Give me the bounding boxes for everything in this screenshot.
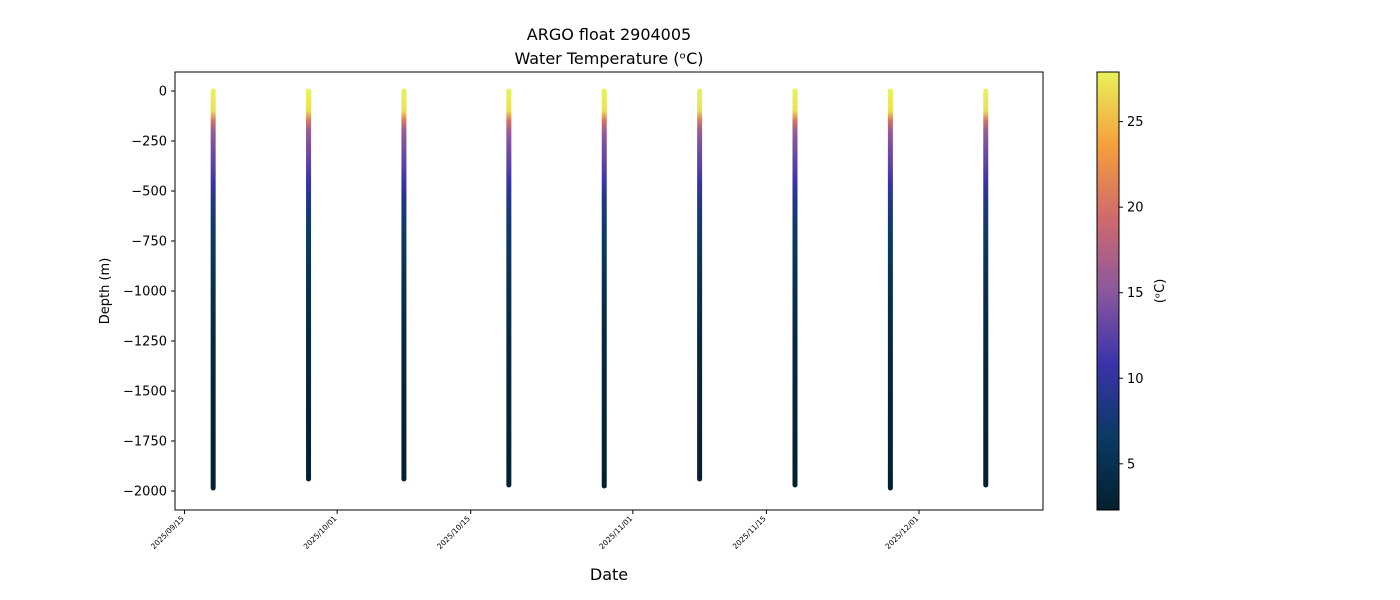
y-tick-label: −250 — [131, 135, 167, 150]
y-tick-label: −1250 — [123, 335, 167, 350]
x-axis-label: Date — [590, 565, 628, 584]
x-tick-label: 2025/11/15 — [731, 514, 768, 551]
x-tick-label: 2025/10/01 — [302, 514, 339, 551]
y-tick-label: −1750 — [123, 435, 167, 450]
colorbar-tick-label: 10 — [1127, 372, 1144, 387]
x-tick-label: 2025/09/15 — [149, 514, 186, 551]
colorbar-label: (ᵒC) — [1153, 279, 1168, 304]
x-tick-label: 2025/12/01 — [883, 514, 920, 551]
colorbar-tick-label: 20 — [1127, 201, 1144, 216]
colorbar-axis: 5 10 15 20 25 — [1119, 115, 1144, 472]
chart-subtitle: Water Temperature (ᵒC) — [514, 49, 703, 68]
x-tick-label: 2025/11/01 — [597, 514, 634, 551]
chart-title: ARGO float 2904005 — [527, 25, 691, 44]
y-axis: 0 −250 −500 −750 −1000 −1250 −1500 −1750 −2000 — [123, 85, 175, 500]
y-tick-label: −500 — [131, 185, 167, 200]
colorbar-tick-label: 25 — [1127, 115, 1144, 130]
y-tick-label: −1000 — [123, 285, 167, 300]
x-tick-label: 2025/10/15 — [435, 514, 472, 551]
y-tick-label: −750 — [131, 235, 167, 250]
colorbar-tick-label: 5 — [1127, 457, 1135, 472]
y-tick-label: −1500 — [123, 385, 167, 400]
x-axis: 2025/09/15 2025/10/01 2025/10/15 2025/11/01… — [149, 510, 921, 551]
plot-frame — [174, 71, 1044, 511]
y-tick-label: −2000 — [123, 485, 167, 500]
y-axis-label: Depth (m) — [98, 258, 113, 325]
plot-area — [210, 88, 989, 491]
colorbar — [1096, 71, 1120, 511]
y-tick-label: 0 — [159, 85, 167, 100]
colorbar-tick-label: 15 — [1127, 286, 1144, 301]
